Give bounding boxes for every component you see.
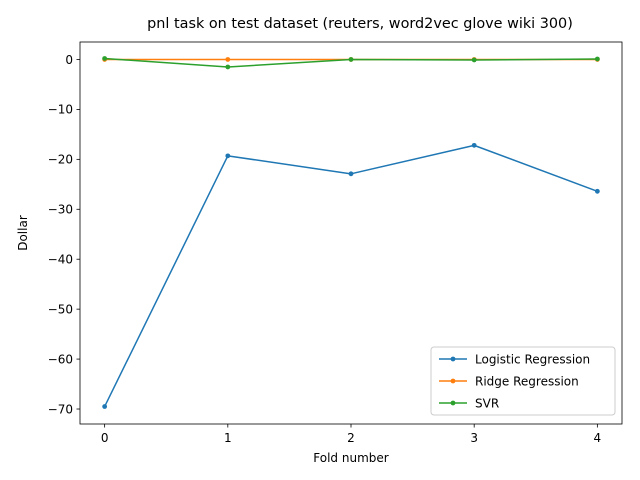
series-point-0 xyxy=(471,142,477,148)
series-point-2 xyxy=(348,57,354,62)
series-point-1 xyxy=(225,57,231,62)
y-axis-label: Dollar xyxy=(16,215,30,251)
x-tick-label: 4 xyxy=(594,431,602,445)
series-point-2 xyxy=(594,56,600,62)
legend-label: Logistic Regression xyxy=(475,352,590,366)
y-tick-label: −70 xyxy=(48,402,73,416)
y-tick-label: −20 xyxy=(48,153,73,167)
y-tick-label: 0 xyxy=(65,53,73,67)
legend-marker xyxy=(450,400,456,406)
legend-marker xyxy=(450,356,456,362)
x-axis-ticks: 0 1 2 3 4 xyxy=(101,424,601,445)
y-tick-label: −40 xyxy=(48,253,73,267)
legend-marker xyxy=(450,378,456,384)
series-point-2 xyxy=(471,57,477,63)
legend-label: Ridge Regression xyxy=(475,374,579,388)
series-point-0 xyxy=(102,404,108,409)
x-tick-label: 0 xyxy=(101,431,109,445)
y-tick-label: −50 xyxy=(48,302,73,316)
legend-box xyxy=(430,346,616,416)
x-tick-label: 2 xyxy=(347,431,355,445)
plot-series xyxy=(102,56,600,409)
y-tick-label: −30 xyxy=(48,203,73,217)
x-tick-label: 3 xyxy=(470,431,478,445)
series-point-2 xyxy=(102,56,108,61)
legend: Logistic Regression Ridge Regression SVR xyxy=(430,346,616,416)
y-tick-label: −10 xyxy=(48,103,73,117)
legend-label: SVR xyxy=(475,396,499,410)
chart-title: pnl task on test dataset (reuters, word2… xyxy=(147,16,573,32)
y-tick-label: −60 xyxy=(48,352,73,366)
series-point-0 xyxy=(594,188,600,194)
y-axis-ticks: 0 −10 −20 −30 −40 −50 −60 −70 xyxy=(48,53,80,416)
series-point-2 xyxy=(225,64,231,70)
x-axis-label: Fold number xyxy=(313,451,388,465)
x-tick-label: 1 xyxy=(224,431,232,445)
series-point-0 xyxy=(225,153,231,159)
series-point-0 xyxy=(348,171,354,177)
